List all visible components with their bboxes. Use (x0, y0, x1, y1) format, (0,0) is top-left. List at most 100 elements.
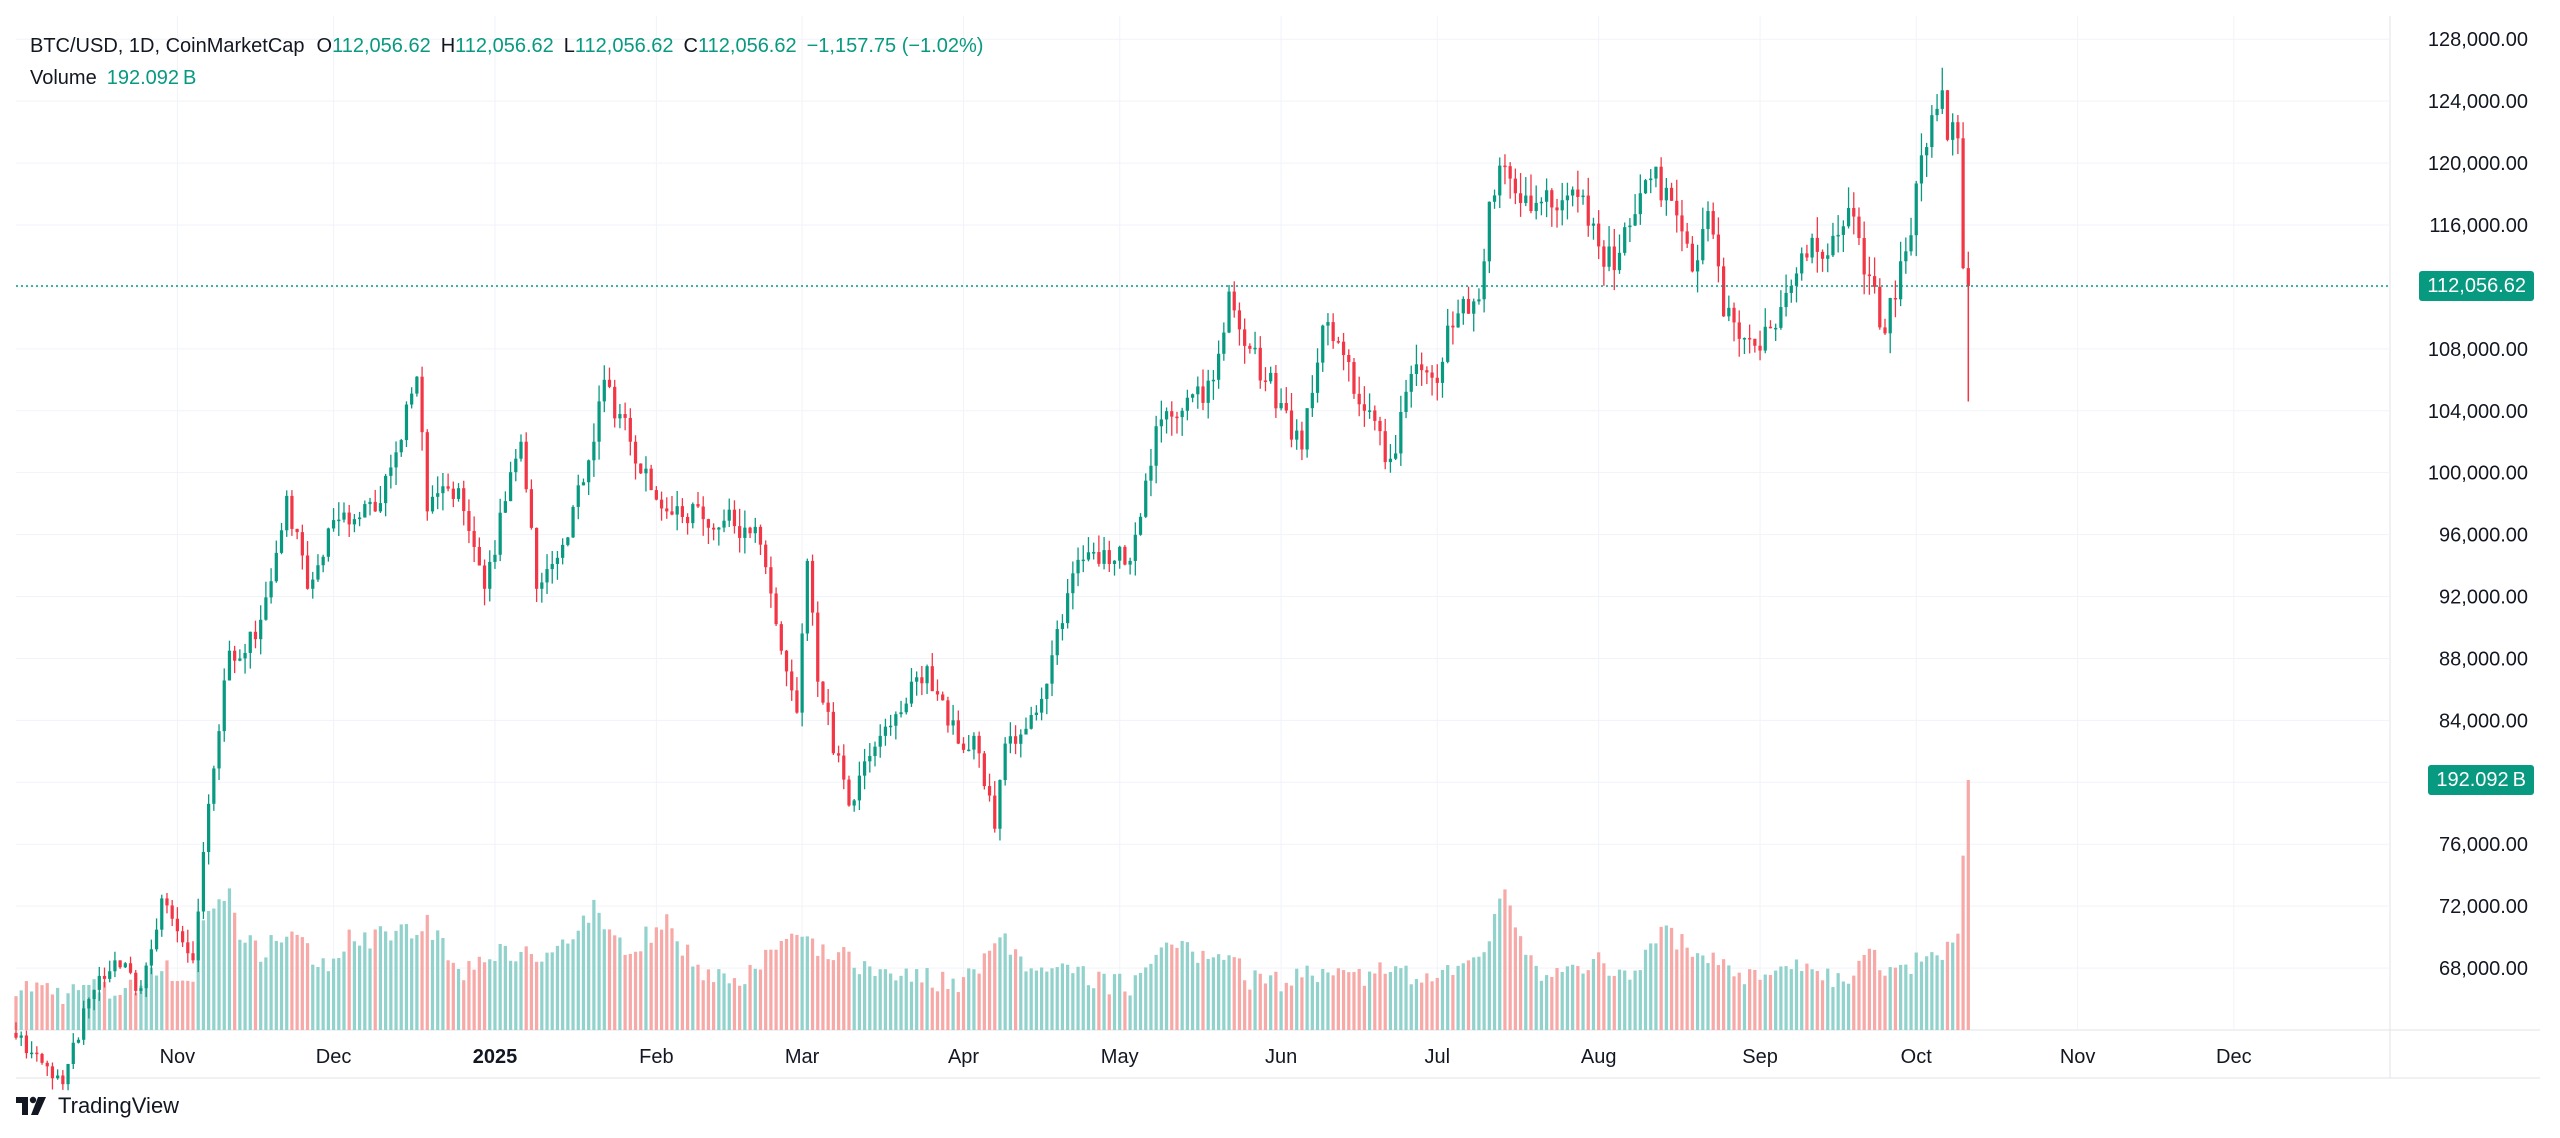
volume-bar (40, 985, 44, 1030)
candle-body (748, 527, 752, 534)
volume-bar (1243, 980, 1247, 1030)
candle-body (941, 694, 945, 701)
symbol-label[interactable]: BTC/USD, 1D, CoinMarketCap (30, 35, 305, 57)
volume-bar (1128, 995, 1132, 1030)
volume-bar (191, 981, 195, 1030)
volume-bar (1701, 955, 1705, 1030)
candle-body (883, 726, 888, 736)
candle-body (1643, 180, 1648, 194)
volume-bar (1472, 957, 1476, 1030)
volume-bar (363, 932, 367, 1030)
volume-bar (410, 938, 414, 1030)
candle-body (1581, 195, 1585, 198)
volume-bar (1034, 970, 1039, 1030)
volume-bar (1940, 959, 1944, 1030)
tradingview-logo-icon (16, 1096, 46, 1115)
candle-body (144, 965, 148, 989)
volume-bar (1544, 975, 1549, 1030)
candle-body (180, 931, 185, 943)
price-axis[interactable]: 128,000.00 124,000.00 120,000.00 116,000.00… (2428, 29, 2528, 980)
candle-body (519, 441, 523, 459)
volume-bar (946, 989, 950, 1030)
volume-bar (264, 957, 268, 1030)
candle-body (1784, 292, 1788, 308)
candle-body (488, 561, 492, 589)
volume-bar (227, 888, 232, 1030)
volume-bar (1638, 970, 1642, 1030)
volume-bar (1013, 949, 1018, 1030)
volume-bar (35, 982, 39, 1030)
volume-bar (1732, 976, 1736, 1030)
candle-body (1045, 683, 1049, 699)
candle-body (1716, 234, 1721, 267)
volume-bar (1862, 954, 1866, 1030)
candle-body (1222, 332, 1226, 354)
candle-body (305, 555, 310, 589)
volume-bar (779, 941, 783, 1030)
volume-bar (987, 950, 992, 1030)
candle-body (1019, 734, 1023, 744)
candle-body (134, 972, 138, 991)
candle-body (1789, 285, 1793, 293)
candle-body (508, 472, 513, 502)
candle-body (279, 530, 284, 553)
volume-bar (1836, 973, 1840, 1030)
volume-bar (1477, 956, 1481, 1030)
volume-bar (1695, 953, 1700, 1030)
candle-body (956, 720, 960, 744)
candle-body (410, 393, 414, 405)
candle-body (1805, 253, 1809, 258)
volume-bar (769, 949, 773, 1030)
candle-body (1576, 189, 1580, 197)
tradingview-brand[interactable]: TradingView (16, 1093, 179, 1119)
volume-bar (1675, 949, 1679, 1030)
time-axis[interactable]: Nov Dec 2025 Feb Mar Apr May Jun Jul Aug Sep Oct Nov… (160, 1046, 2252, 1068)
candle-body (477, 546, 481, 566)
candle-body (1071, 573, 1075, 594)
candle-body (1284, 403, 1288, 411)
volume-bar (488, 959, 492, 1030)
volume-bar (259, 961, 263, 1030)
candle-body (274, 552, 278, 582)
candle-body (1857, 216, 1861, 239)
volume-bar (1092, 988, 1096, 1030)
candle-body (1425, 370, 1429, 373)
candle-body (1654, 166, 1658, 179)
volume-bar (1623, 970, 1627, 1030)
volume-bar (1498, 898, 1502, 1030)
candle-body (1945, 90, 1950, 140)
volume-label[interactable]: Volume (30, 67, 97, 89)
candle-body (1149, 465, 1153, 481)
volume-bar (238, 939, 242, 1030)
candle-body (170, 905, 174, 919)
candle-body (238, 658, 242, 661)
candle-body (1768, 326, 1773, 329)
candle-body (436, 493, 440, 497)
volume-bar (1831, 987, 1835, 1030)
volume-bar (1716, 965, 1721, 1030)
candle-body (1227, 291, 1231, 333)
candle-body (123, 963, 127, 968)
volume-bar (535, 961, 539, 1030)
volume-bar (1331, 975, 1335, 1030)
candle-body (326, 528, 330, 557)
volume-bar (1742, 984, 1747, 1030)
volume-bar (748, 964, 752, 1030)
volume-bar (1362, 985, 1367, 1030)
candle-body (1758, 345, 1762, 351)
volume-bar (201, 920, 206, 1030)
volume-bar (816, 955, 820, 1030)
volume-bar (967, 968, 971, 1030)
volume-bar (446, 960, 450, 1030)
candle-body (420, 376, 424, 433)
volume-bar (795, 934, 799, 1030)
volume-bar (128, 979, 133, 1030)
volume-bar (508, 960, 513, 1030)
candle-body (1862, 238, 1866, 275)
x-tick-label: Jul (1424, 1046, 1450, 1068)
volume-bar (1211, 957, 1216, 1030)
volume-bar (915, 969, 919, 1030)
volume-bar (331, 958, 336, 1030)
volume-bar (1867, 948, 1871, 1030)
